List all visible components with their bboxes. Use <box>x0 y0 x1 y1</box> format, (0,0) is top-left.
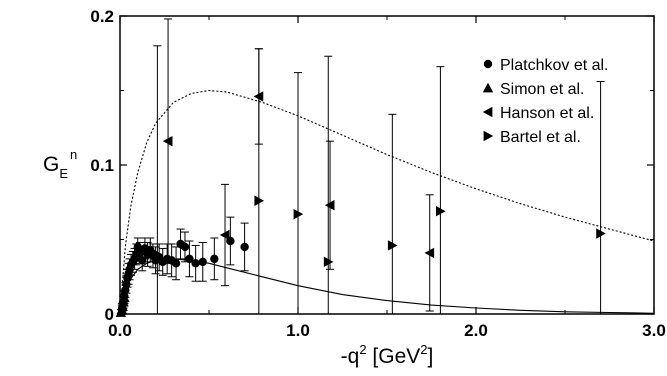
platchkov-et-al-point-24 <box>171 259 181 268</box>
bartel-et-al-point-1 <box>254 195 265 206</box>
hanson-et-al-point-0 <box>162 135 173 147</box>
x-axis-title: -q2 [GeV2] <box>341 342 434 368</box>
bartel-et-al-point-5 <box>435 205 446 217</box>
x-tick-label: 2.0 <box>464 321 488 340</box>
hanson-et-al-point-4 <box>424 247 435 259</box>
dotted-curve <box>119 89 655 315</box>
x-tick-label: 0.0 <box>108 321 132 340</box>
platchkov-et-al-point-29 <box>198 257 207 267</box>
platchkov-et-al-point-28 <box>191 259 200 268</box>
bartel-et-al-point-3 <box>323 256 334 268</box>
bartel-et-al-point-4 <box>387 240 398 251</box>
bartel-et-al-point-6 <box>596 228 606 239</box>
legend-marker-hanson-et-al <box>482 106 493 118</box>
legend-label-hanson-et-al: Hanson et al. <box>500 105 594 122</box>
legend-marker-simon-et-al <box>482 82 494 93</box>
hanson-et-al-point-3 <box>324 200 335 211</box>
platchkov-et-al-point-30 <box>210 254 219 264</box>
simon-et-al-point-4 <box>119 292 130 303</box>
legend-label-platchkov-et-al: Platchkov et al. <box>500 57 609 74</box>
axis-ticks: 0.0 1.0 2.0 3.0 0 0.1 0.2 <box>90 7 665 340</box>
legend: Platchkov et al. Simon et al. Hanson et al… <box>482 57 609 146</box>
platchkov-et-al-point-14 <box>138 256 147 265</box>
data-markers <box>115 91 606 317</box>
y-tick-label: 0 <box>105 305 114 324</box>
platchkov-et-al-point-26 <box>180 242 190 252</box>
legend-label-bartel-et-al: Bartel et al. <box>500 129 581 146</box>
y-tick-label: 0.1 <box>90 156 114 175</box>
bartel-et-al-point-2 <box>293 208 304 220</box>
legend-marker-bartel-et-al <box>483 130 494 142</box>
platchkov-et-al-point-32 <box>240 242 249 252</box>
bartel-et-al-point-0 <box>152 249 163 260</box>
y-axis-title: GEn <box>43 147 77 181</box>
platchkov-et-al-point-27 <box>185 254 194 264</box>
hanson-et-al-point-1 <box>219 229 230 241</box>
hanson-et-al-point-2 <box>253 91 264 102</box>
legend-label-simon-et-al: Simon et al. <box>500 81 584 98</box>
solid-curve <box>119 258 655 315</box>
model-curves <box>119 89 655 315</box>
legend-marker-platchkov-et-al <box>483 59 493 69</box>
x-tick-label: 3.0 <box>642 321 666 340</box>
x-tick-label: 1.0 <box>286 321 310 340</box>
y-tick-label: 0.2 <box>90 7 114 26</box>
